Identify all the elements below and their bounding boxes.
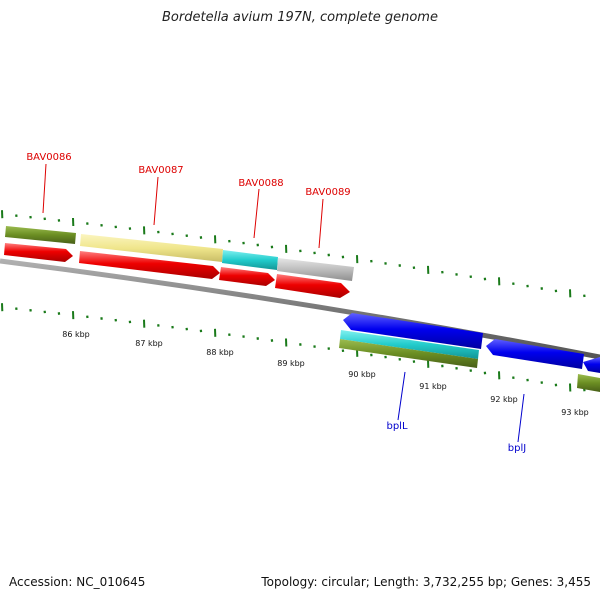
leader-bav0087 [153, 176, 159, 226]
topology-summary-text: Topology: circular; Length: 3,732,255 bp… [261, 575, 591, 589]
gene-label-bplL[interactable]: bplL [386, 421, 407, 432]
feature-olive-bplL[interactable] [339, 339, 478, 368]
scale-label-86: 86 kbp [62, 330, 90, 339]
scale-label-90: 90 kbp [348, 370, 376, 379]
gene-label-bav0087[interactable]: BAV0087 [138, 165, 183, 176]
scale-labels: 86 kbp 87 kbp 88 kbp 89 kbp 90 kbp 91 kb… [62, 330, 589, 417]
leader-bplJ [517, 393, 525, 443]
gene-label-bav0086[interactable]: BAV0086 [26, 152, 71, 163]
feature-olive-1[interactable] [5, 226, 76, 244]
forward-tick-track [1, 210, 586, 298]
accession-text: Accession: NC_010645 [9, 575, 146, 589]
leader-bav0089 [318, 198, 324, 249]
feature-olive-next[interactable] [577, 374, 600, 392]
gene-label-bplJ[interactable]: bplJ [508, 443, 526, 454]
reverse-label-leaders [397, 371, 525, 443]
cds-bav0088[interactable] [219, 267, 275, 286]
leader-bav0088 [253, 188, 260, 239]
genome-backbone [0, 258, 600, 360]
leader-bplL [397, 371, 406, 421]
map-title: Bordetella avium 197N, complete genome [162, 10, 438, 25]
scale-label-91: 91 kbp [419, 382, 447, 391]
cds-bplL[interactable] [343, 313, 483, 349]
scale-label-92: 92 kbp [490, 395, 518, 404]
gene-label-bav0088[interactable]: BAV0088 [238, 178, 283, 189]
reverse-tick-track [1, 303, 586, 392]
cds-next-reverse[interactable] [583, 357, 600, 373]
leader-bav0086 [42, 163, 47, 214]
gene-label-bav0089[interactable]: BAV0089 [305, 187, 350, 198]
forward-gene-labels: BAV0086 BAV0087 BAV0088 BAV0089 [26, 152, 350, 198]
forward-feature-track [4, 226, 354, 298]
scale-label-93: 93 kbp [561, 408, 589, 417]
feature-cyan-bav0088[interactable] [222, 250, 278, 270]
feature-cyan-bplL[interactable] [340, 330, 479, 359]
reverse-feature-track [339, 313, 600, 392]
scale-label-87: 87 kbp [135, 339, 163, 348]
forward-label-leaders [42, 163, 324, 249]
reverse-gene-labels: bplL bplJ [386, 421, 526, 454]
scale-label-89: 89 kbp [277, 359, 305, 368]
feature-grey-bav0089[interactable] [277, 258, 354, 281]
cds-bav0087[interactable] [79, 251, 220, 279]
feature-khaki-bav0087[interactable] [80, 234, 223, 262]
cds-bav0086[interactable] [4, 243, 73, 262]
cds-bav0089[interactable] [275, 274, 350, 298]
scale-label-88: 88 kbp [206, 348, 234, 357]
cds-bplJ[interactable] [486, 339, 584, 369]
